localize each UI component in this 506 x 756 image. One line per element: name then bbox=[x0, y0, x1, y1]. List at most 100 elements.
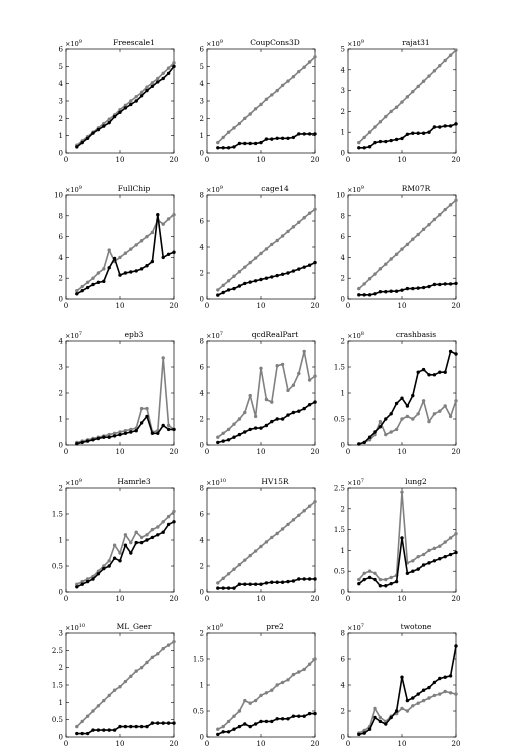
data-point bbox=[416, 692, 420, 696]
data-point bbox=[421, 688, 426, 692]
y-tick-label: 6 bbox=[200, 511, 205, 519]
x-tick-label: 0 bbox=[205, 302, 209, 310]
data-point bbox=[443, 689, 447, 694]
data-point bbox=[384, 114, 388, 119]
data-point bbox=[454, 692, 458, 696]
data-point bbox=[357, 293, 361, 297]
chart-panel: 0 0.5 1 1.5 2 2.5 0 10 20 ×107 lung2 bbox=[334, 477, 461, 603]
data-point bbox=[75, 731, 79, 736]
data-point bbox=[394, 289, 399, 293]
data-point bbox=[237, 417, 242, 421]
data-point bbox=[264, 247, 269, 251]
data-point bbox=[297, 577, 301, 581]
data-point bbox=[129, 724, 133, 729]
data-point bbox=[411, 89, 415, 94]
data-point bbox=[118, 685, 122, 689]
data-point bbox=[85, 136, 90, 140]
data-point bbox=[270, 419, 274, 424]
y-tick-label: 6 bbox=[200, 46, 205, 54]
data-point bbox=[139, 94, 144, 98]
y-tick-label: 0 bbox=[341, 734, 345, 742]
data-point bbox=[102, 566, 106, 571]
chart-panel: 00.511.522.530 10 20×1010 ML_Geer bbox=[52, 622, 179, 748]
series-line bbox=[76, 640, 175, 728]
data-point bbox=[357, 442, 361, 446]
x-tick-label: 20 bbox=[170, 302, 179, 310]
y-tick-label: 4 bbox=[341, 254, 346, 262]
chart-panel: 0 2 4 6 8 0 10 20 ×109 cage14 bbox=[200, 184, 320, 310]
x-tick-label: 0 bbox=[64, 156, 68, 164]
data-point bbox=[118, 255, 122, 260]
data-point bbox=[96, 728, 101, 732]
data-point bbox=[139, 90, 144, 95]
data-point bbox=[102, 435, 106, 439]
data-point bbox=[405, 571, 410, 575]
data-point bbox=[253, 256, 258, 260]
data-point bbox=[378, 577, 383, 582]
panel-title: RM07R bbox=[402, 184, 431, 193]
data-point bbox=[166, 252, 171, 256]
y-exponent-power: 10 bbox=[220, 478, 226, 484]
data-point bbox=[384, 577, 388, 582]
data-point bbox=[112, 556, 117, 560]
y-tick-label: 8 bbox=[200, 338, 204, 346]
data-point bbox=[232, 145, 236, 149]
data-point bbox=[139, 540, 144, 545]
data-point bbox=[139, 665, 144, 670]
data-point bbox=[367, 145, 372, 149]
data-point bbox=[150, 81, 155, 85]
y-tick-label: 8 bbox=[341, 630, 345, 638]
data-point bbox=[221, 724, 225, 729]
data-point bbox=[221, 439, 225, 443]
data-point bbox=[421, 227, 426, 232]
data-point bbox=[367, 575, 372, 580]
y-tick-label: 4 bbox=[59, 80, 64, 88]
data-point bbox=[280, 580, 285, 584]
data-point bbox=[134, 669, 138, 673]
data-point bbox=[411, 704, 415, 708]
data-point bbox=[270, 719, 274, 724]
panel-title: pre2 bbox=[266, 622, 284, 631]
data-point bbox=[373, 715, 377, 720]
data-point bbox=[123, 251, 128, 255]
data-point bbox=[416, 84, 420, 89]
data-point bbox=[216, 140, 220, 145]
data-point bbox=[357, 146, 361, 150]
data-point bbox=[286, 271, 290, 275]
data-point bbox=[378, 584, 383, 588]
data-point bbox=[123, 106, 128, 110]
data-point bbox=[297, 409, 301, 413]
data-point bbox=[112, 688, 117, 692]
data-point bbox=[75, 288, 79, 293]
data-point bbox=[270, 242, 274, 247]
data-point bbox=[253, 426, 258, 430]
y-tick-label: 0 bbox=[59, 150, 63, 158]
data-point bbox=[123, 543, 128, 547]
data-point bbox=[291, 672, 296, 677]
y-tick-label: 8 bbox=[341, 212, 345, 220]
x-tick-label: 10 bbox=[257, 740, 266, 748]
data-point bbox=[145, 660, 149, 665]
data-point bbox=[118, 559, 122, 563]
y-tick-label: 0.5 bbox=[52, 563, 63, 571]
data-point bbox=[421, 399, 426, 403]
data-point bbox=[237, 709, 242, 713]
data-point bbox=[400, 417, 404, 421]
y-tick-label: 1 bbox=[59, 537, 63, 545]
chart-panel: 0 1 2 3 4 5 6 0 10 20 ×109 CoupCons3D bbox=[200, 38, 320, 164]
data-point bbox=[243, 116, 247, 121]
data-point bbox=[253, 107, 258, 111]
data-point bbox=[107, 564, 111, 568]
data-point bbox=[438, 213, 442, 217]
data-point bbox=[416, 412, 420, 416]
data-point bbox=[291, 135, 296, 140]
y-exponent-base: ×10 bbox=[65, 186, 79, 194]
data-point bbox=[150, 535, 155, 540]
data-point bbox=[150, 84, 155, 88]
data-point bbox=[129, 102, 133, 107]
data-point bbox=[112, 543, 117, 547]
data-point bbox=[389, 289, 393, 293]
data-point bbox=[270, 137, 274, 141]
data-point bbox=[448, 414, 453, 419]
y-tick-label: 2 bbox=[200, 115, 204, 123]
